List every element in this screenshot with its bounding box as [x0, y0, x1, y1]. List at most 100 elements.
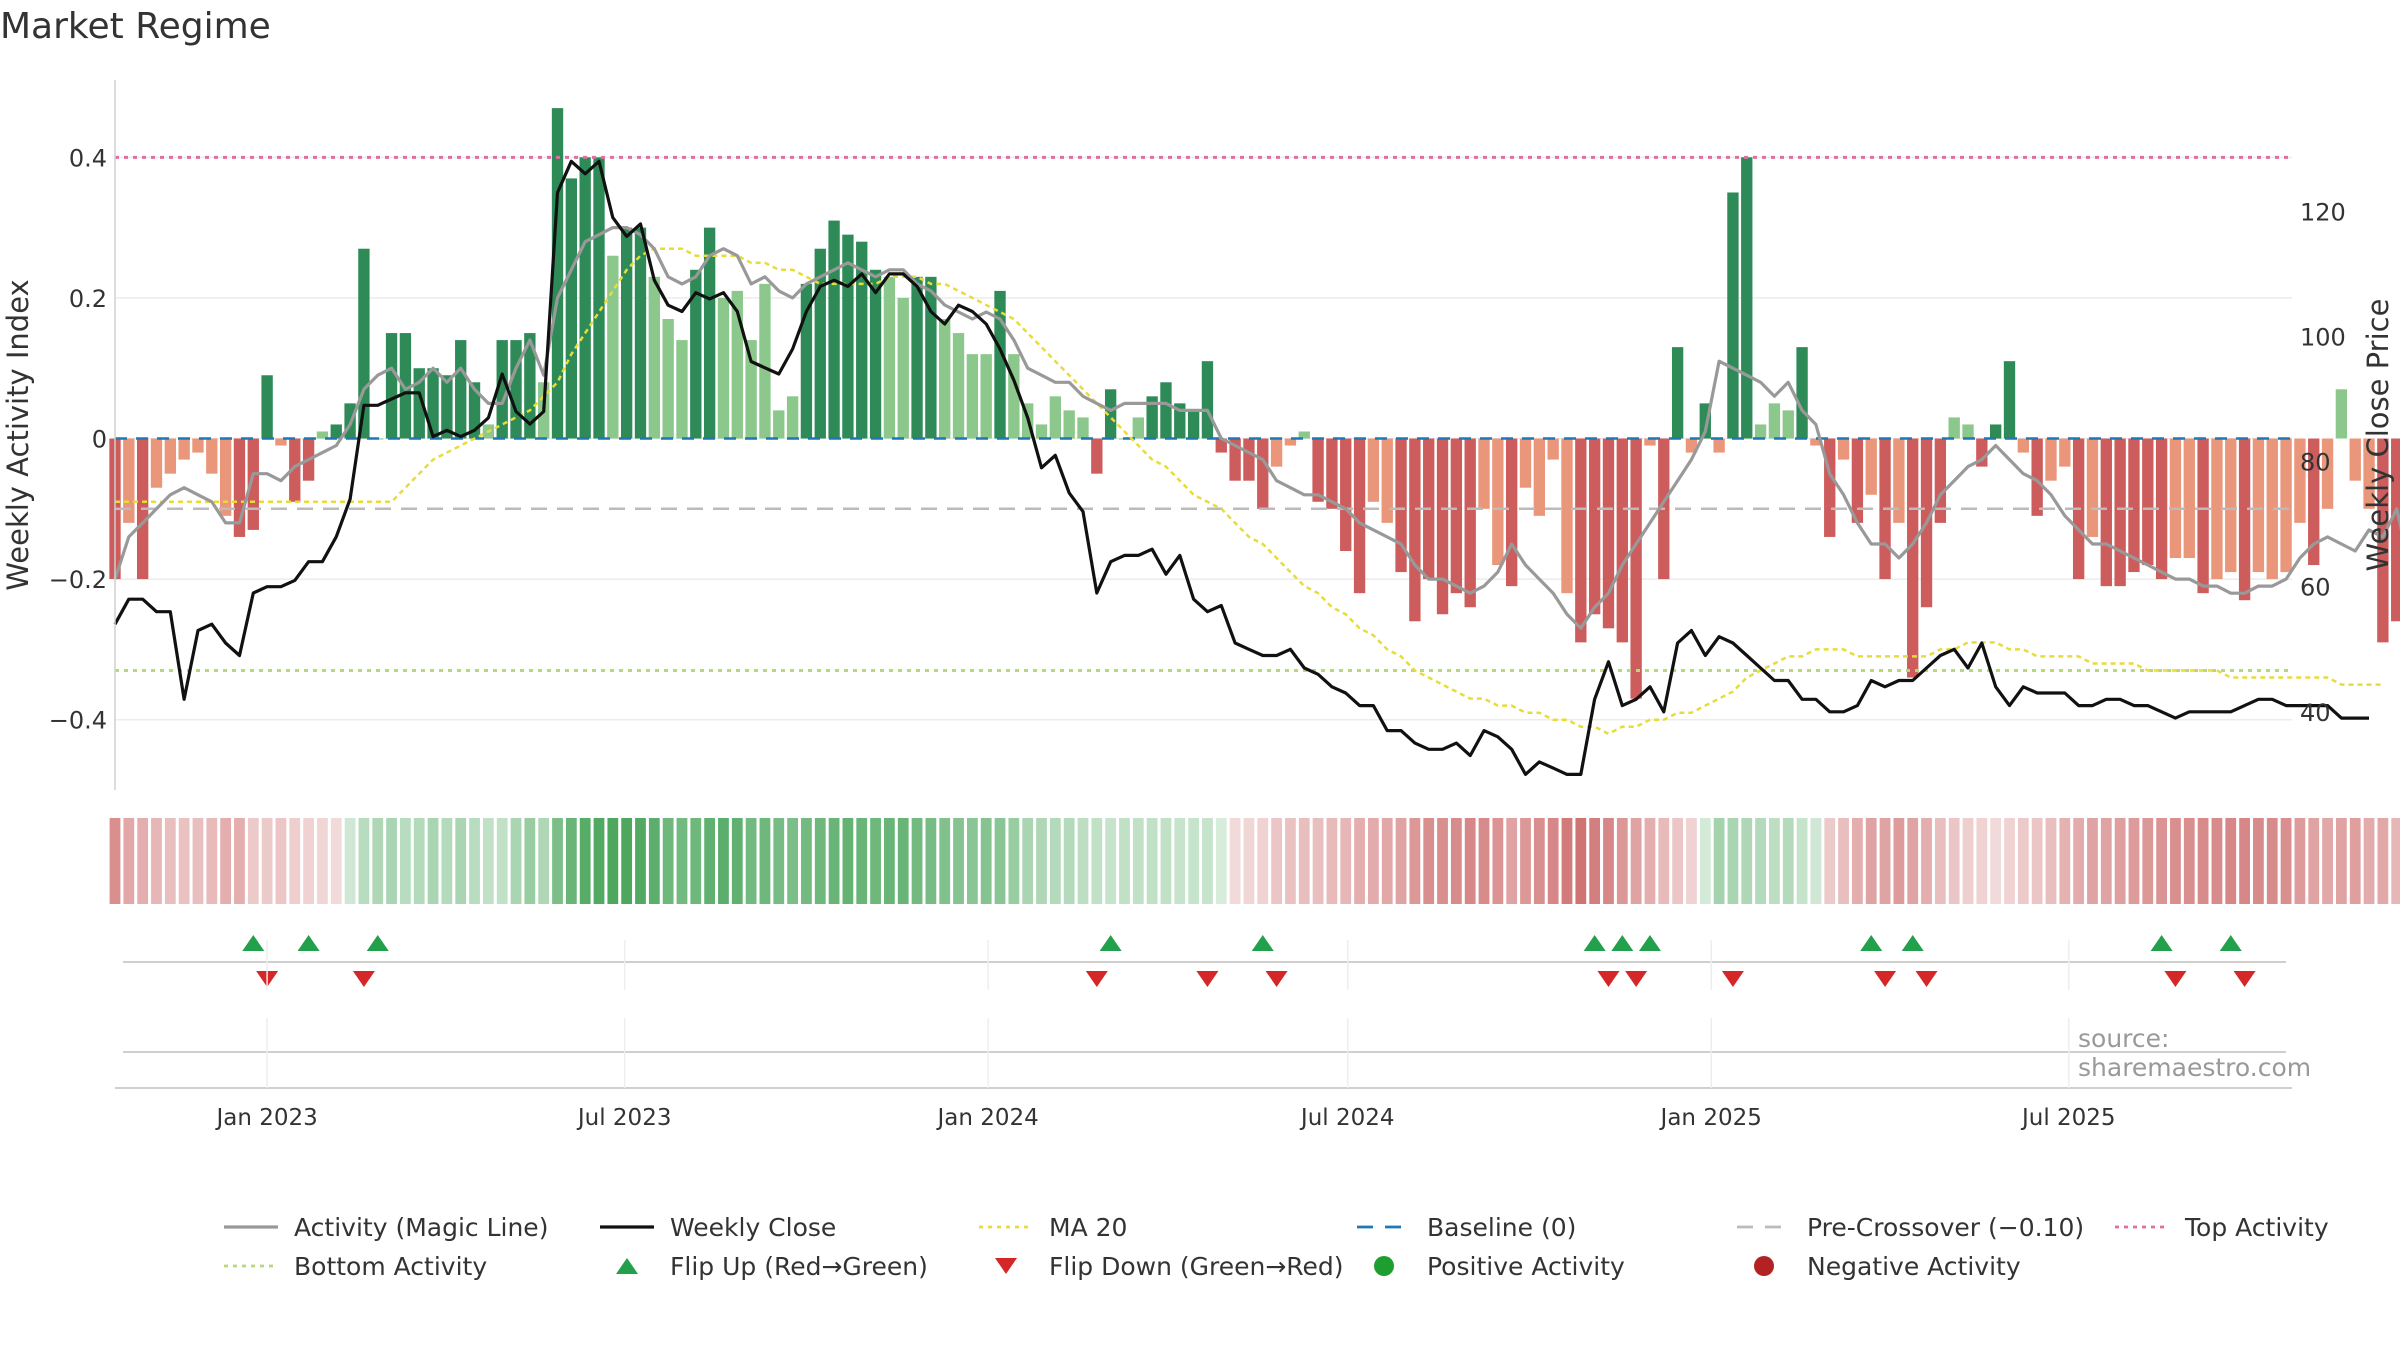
- regime-cell: [1506, 818, 1518, 904]
- activity-bar: [883, 276, 896, 439]
- regime-cell: [1893, 818, 1905, 904]
- activity-bar: [1768, 403, 1781, 439]
- activity-bar: [468, 382, 481, 439]
- y-tick-label: 0.2: [69, 285, 107, 313]
- regime-cell: [884, 818, 895, 904]
- activity-bar: [1976, 438, 1988, 467]
- activity-bar: [856, 241, 868, 439]
- activity-bar: [441, 375, 453, 439]
- regime-cell: [939, 818, 951, 904]
- legend-swatch-flipdown: [995, 1258, 1017, 1274]
- legend-item-close: Weekly Close: [598, 1210, 836, 1244]
- activity-bar: [1824, 438, 1836, 537]
- legend-swatch-pos: [1374, 1256, 1394, 1276]
- regime-cell: [856, 818, 868, 904]
- legend-label: Positive Activity: [1427, 1251, 1625, 1281]
- activity-bar: [316, 431, 329, 439]
- activity-bar: [2321, 438, 2334, 509]
- legend-item-top: Top Activity: [2113, 1210, 2329, 1244]
- regime-cell: [1686, 818, 1697, 904]
- regime-cell: [2017, 818, 2029, 904]
- legend-symbol: [616, 1258, 638, 1274]
- regime-cell: [1478, 818, 1490, 904]
- regime-cell: [1326, 818, 1338, 904]
- regime-cell: [1312, 818, 1324, 904]
- activity-bar: [2363, 438, 2375, 509]
- regime-cell: [1036, 818, 1047, 904]
- regime-cell: [2031, 818, 2043, 904]
- legend-label: Activity (Magic Line): [294, 1212, 549, 1242]
- regime-cell: [1630, 818, 1642, 904]
- activity-bar: [2142, 438, 2154, 566]
- x-tick-label: Jan 2024: [936, 1105, 1039, 1131]
- activity-bar: [828, 220, 840, 439]
- regime-cell: [2087, 818, 2098, 904]
- legend-swatch-magic: [224, 1225, 278, 1229]
- activity-bar: [1796, 347, 1808, 439]
- activity-bar: [2155, 438, 2168, 580]
- activity-bar: [1201, 361, 1214, 439]
- regime-cell: [1824, 818, 1836, 904]
- regime-cell: [828, 818, 840, 904]
- regime-cell: [1616, 818, 1628, 904]
- y2-axis-title: Weekly Close Price: [2361, 299, 2395, 572]
- flip-up-marker: [1251, 935, 1274, 951]
- regime-cell: [662, 818, 674, 904]
- flip-up-marker: [1611, 935, 1634, 951]
- activity-bar: [358, 248, 370, 439]
- regime-cell: [1395, 818, 1407, 904]
- regime-cell: [192, 818, 204, 904]
- chart-title: Market Regime: [0, 6, 271, 47]
- regime-cell: [1603, 818, 1614, 904]
- y2-tick-label: 60: [2300, 574, 2331, 602]
- activity-bar: [1132, 417, 1144, 439]
- regime-cell: [1063, 818, 1075, 904]
- regime-cell: [2156, 818, 2168, 904]
- activity-bar: [1630, 438, 1642, 699]
- regime-cell: [1713, 818, 1725, 904]
- regime-cell: [897, 818, 909, 904]
- regime-cell: [2349, 818, 2361, 904]
- legend-symbol: [995, 1258, 1017, 1274]
- activity-bar: [2238, 438, 2251, 601]
- activity-bar: [620, 227, 633, 439]
- activity-bar: [925, 276, 937, 439]
- activity-bar: [510, 340, 522, 439]
- activity-bar: [1547, 438, 1559, 460]
- activity-bar: [994, 290, 1006, 439]
- regime-cell: [2391, 818, 2400, 904]
- activity-bar: [607, 255, 619, 439]
- regime-cell: [814, 818, 826, 904]
- regime-cell: [1755, 818, 1766, 904]
- activity-bar: [579, 157, 591, 439]
- activity-bar: [1187, 410, 1200, 439]
- flip-down-marker: [1085, 971, 1108, 987]
- regime-cell: [317, 818, 328, 904]
- activity-bar: [1713, 438, 1725, 453]
- ma20-line: [115, 247, 2383, 736]
- regime-cell: [151, 818, 162, 904]
- y-tick-label: −0.4: [49, 707, 107, 735]
- regime-cell: [164, 818, 176, 904]
- activity-bar: [1409, 438, 1421, 622]
- regime-cell: [1879, 818, 1891, 904]
- activity-bar: [1685, 438, 1698, 453]
- activity-bar: [1063, 410, 1075, 439]
- axes: 0.4 0.2 0 −0.2 −0.4 Weekly Activity Index 120 1…: [1, 80, 2395, 790]
- legend-swatch-baseline: [1357, 1225, 1411, 1229]
- activity-bar: [1298, 431, 1310, 439]
- regime-cell: [372, 818, 384, 904]
- activity-bar: [2031, 438, 2043, 516]
- regime-cell: [1146, 818, 1158, 904]
- activity-bar: [1533, 438, 1546, 516]
- activity-bar: [1146, 396, 1158, 439]
- activity-bar: [1671, 347, 1684, 439]
- legend-item-bottom: Bottom Activity: [222, 1249, 487, 1283]
- regime-cell: [2308, 818, 2320, 904]
- activity-bar: [1270, 438, 1283, 467]
- regime-cell: [1492, 818, 1504, 904]
- legend-item-flipdown: Flip Down (Green→Red): [977, 1249, 1344, 1283]
- activity-bar: [980, 354, 992, 439]
- source-note: source: sharemaestro.com: [2078, 1024, 2312, 1082]
- regime-cell: [1008, 818, 1020, 904]
